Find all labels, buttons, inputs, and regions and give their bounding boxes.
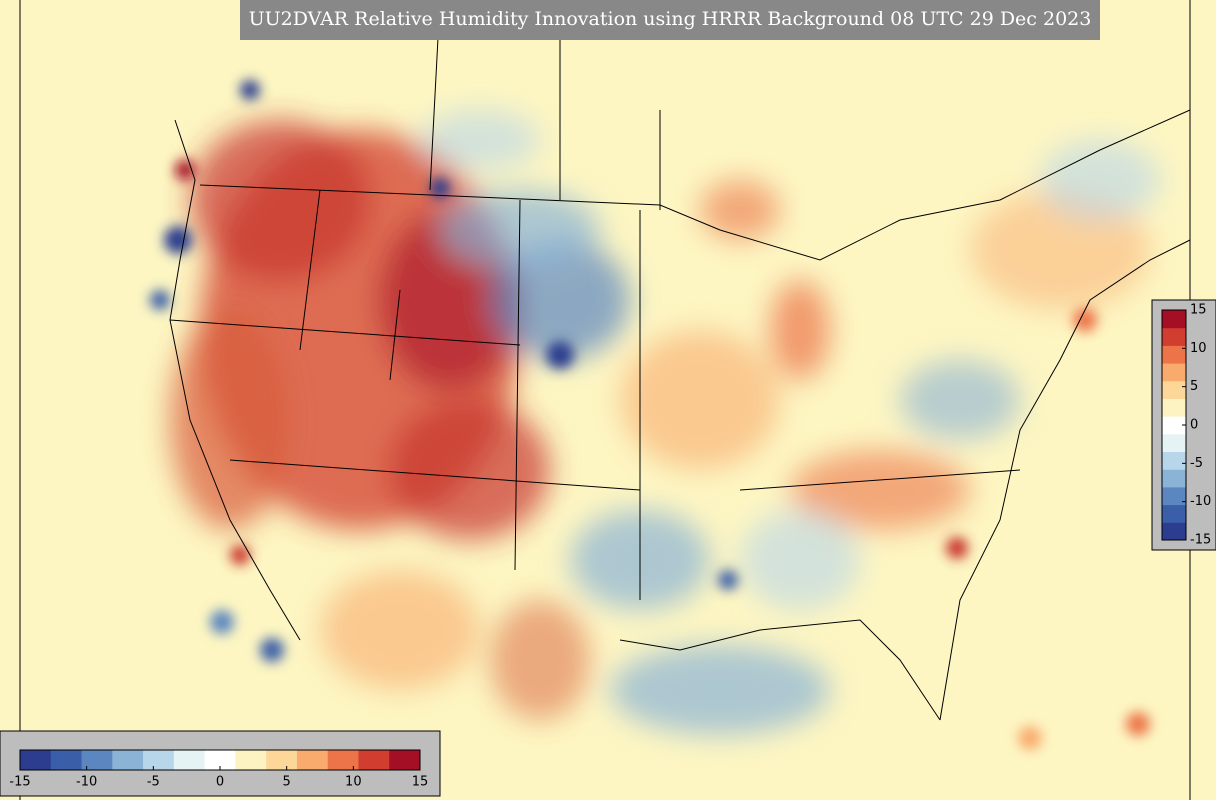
colorbar-tick-label: 10 (1190, 341, 1207, 356)
colorbar-segment (358, 750, 390, 770)
colorbar-segment (173, 750, 206, 770)
colorbar-segment (1162, 433, 1186, 453)
colorbars: -15 -10 -5 0 5 10 15 -15 -10 -5 0 5 10 15 (9, 303, 1211, 790)
colorbar-segment (1162, 451, 1186, 470)
colorbar-segment (20, 750, 52, 770)
colorbar-segment (143, 750, 175, 770)
colorbar-segment (327, 750, 359, 770)
colorbar-tick-label: 0 (216, 775, 224, 790)
colorbar-segment (1162, 486, 1186, 506)
colorbar-segment (1162, 504, 1186, 523)
colorbar-segment (235, 750, 267, 770)
colorbar-segment (1162, 398, 1186, 417)
colorbar-tick-label: 15 (412, 775, 429, 790)
boundaries (169, 0, 1191, 721)
colorbar-tick-label: 5 (1190, 379, 1198, 394)
colorbar-segment (266, 750, 298, 770)
title-box (240, 0, 1100, 40)
colorbar-segment (1162, 416, 1186, 435)
colorbar-tick-label: -10 (76, 775, 97, 790)
colorbar-segment (50, 750, 83, 770)
humidity-spots (150, 80, 1150, 750)
colorbar-tick-label: 5 (283, 775, 291, 790)
colorbar-segment (1162, 380, 1186, 399)
colorbar-tick-label: 10 (345, 775, 362, 790)
colorbar-tick-label: -10 (1190, 494, 1211, 509)
colorbar-segment (1162, 327, 1186, 346)
colorbar-segment (1162, 345, 1186, 364)
colorbar-tick-label: -15 (1190, 533, 1211, 548)
colorbar-tick-label: 15 (1190, 303, 1207, 318)
humidity-field (170, 110, 1160, 735)
colorbar-segment (81, 750, 113, 770)
colorbar-tick-label: -5 (1190, 456, 1203, 471)
colorbar-tick-label: -15 (9, 775, 30, 790)
colorbar-segment (1162, 310, 1186, 329)
colorbar-segment (296, 750, 329, 770)
colorbar-segment (112, 750, 144, 770)
colorbar-segment (1162, 469, 1186, 488)
map-title: UU2DVAR Relative Humidity Innovation usi… (249, 8, 1092, 30)
colorbar-segment (389, 750, 421, 770)
colorbar-tick-label: -5 (147, 775, 160, 790)
colorbar-segment (204, 750, 236, 770)
colorbar-segment (1162, 522, 1186, 541)
colorbar-tick-label: 0 (1190, 418, 1198, 433)
colorbar-segment (1162, 363, 1186, 382)
